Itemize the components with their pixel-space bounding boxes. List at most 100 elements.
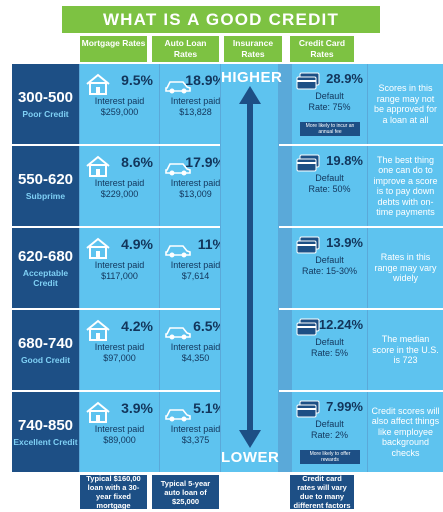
car-icon [165,406,191,427]
score-tier: 740-850 Excellent Credit [12,392,79,472]
score-tier: 620-680 Acceptable Credit [12,228,79,308]
credit-card-icon [296,318,320,341]
row-note-text: Scores in this range may not be approved… [373,83,438,125]
footer-auto-note: Typical 5-year auto loan of $25,000 [152,475,219,509]
double-arrow-icon [239,86,261,448]
auto-interest-amount: $7,614 [181,270,210,281]
default-rate-value: Rate: 15-30% [301,265,358,276]
auto-interest-amount: $13,009 [179,188,212,199]
credit-card-cell: 7.99% Default Rate: 2% More likely to of… [292,392,367,472]
credit-card-icon [296,154,320,177]
auto-interest: Interest paid $13,828 [160,96,231,117]
mortgage-rate: 8.6% [121,154,153,170]
score-range: 550-620 [17,171,74,188]
column-header-credit: Credit Card Rates [290,36,354,62]
credit-card-icon [296,72,320,95]
score-tier: 680-740 Good Credit [12,310,79,390]
mortgage-interest-label: Interest paid [94,424,145,434]
footer-credit-text: Credit card rates will vary due to many … [293,474,351,510]
auto-cell: 11% Interest paid $7,614 [160,228,231,308]
auto-cell: 18.9% Interest paid $13,828 [160,64,231,144]
credit-card-cell: 19.8% Default Rate: 50% [292,146,367,226]
default-label: Default [315,419,344,429]
car-icon [165,78,191,99]
mortgage-rate: 4.9% [121,236,153,252]
credit-card-badge: More likely to offer rewards [300,450,360,464]
auto-interest-label: Interest paid [170,178,221,188]
default-rate: Default Rate: 75% [292,91,367,112]
footer-auto-text: Typical 5-year auto loan of $25,000 [160,478,211,506]
column-header-insurance: Insurance Rates [224,36,282,62]
credit-card-cell: 12.24% Default Rate: 5% [292,310,367,390]
mortgage-interest-label: Interest paid [94,178,145,188]
default-rate: Default Rate: 5% [292,337,367,358]
mortgage-cell: 4.9% Interest paid $117,000 [80,228,159,308]
mortgage-rate: 4.2% [121,318,153,334]
auto-interest: Interest paid $4,350 [160,342,231,363]
auto-interest-amount: $3,375 [181,434,210,445]
mortgage-rate: 3.9% [121,400,153,416]
default-label: Default [315,91,344,101]
default-rate-value: Rate: 2% [310,429,349,440]
footer-credit-note: Credit card rates will vary due to many … [290,474,354,510]
mortgage-interest: Interest paid $229,000 [80,178,159,199]
mortgage-cell: 9.5% Interest paid $259,000 [80,64,159,144]
score-tier: 300-500 Poor Credit [12,64,79,144]
auto-interest-amount: $4,350 [181,352,210,363]
car-icon [165,324,191,345]
credit-card-rate: 28.9% [326,71,363,86]
auto-interest: Interest paid $3,375 [160,424,231,445]
auto-rate: 11% [197,236,225,252]
score-label: Acceptable Credit [22,268,69,288]
auto-interest-label: Interest paid [170,260,221,270]
credit-card-rate: 19.8% [326,153,363,168]
score-label: Good Credit [20,355,71,365]
auto-cell: 6.5% Interest paid $4,350 [160,310,231,390]
default-rate: Default Rate: 15-30% [292,255,367,276]
score-label: Excellent Credit [13,437,78,447]
credit-card-rate: 7.99% [326,399,363,414]
column-header-mortgage: Mortgage Rates [80,36,147,62]
credit-card-rate: 13.9% [326,235,363,250]
credit-card-cell: 13.9% Default Rate: 15-30% [292,228,367,308]
column-header-auto-label: Auto Loan Rates [164,38,207,59]
auto-interest: Interest paid $7,614 [160,260,231,281]
auto-interest-amount: $13,828 [179,106,212,117]
auto-rate: 6.5% [193,318,225,334]
column-header-insurance-label: Insurance Rates [232,38,274,59]
credit-card-icon [296,400,320,423]
insurance-lower-label: LOWER [221,449,280,466]
default-rate-value: Rate: 75% [308,101,351,112]
mortgage-interest: Interest paid $97,000 [80,342,159,363]
row-note: Credit scores will also affect things li… [368,392,443,472]
column-header-auto: Auto Loan Rates [152,36,219,62]
house-icon [85,401,111,428]
default-label: Default [315,337,344,347]
row-note: The median score in the U.S. is 723 [368,310,443,390]
row-note: The best thing one can do to improve a s… [368,146,443,226]
mortgage-interest-amount: $229,000 [100,188,139,199]
credit-card-badge: More likely to incur an annual fee [300,122,360,136]
score-range: 620-680 [17,248,74,265]
row-note: Rates in this range may vary widely [368,228,443,308]
mortgage-interest: Interest paid $117,000 [80,260,159,281]
auto-interest-label: Interest paid [170,342,221,352]
credit-card-cell: 28.9% Default Rate: 75% More likely to i… [292,64,367,144]
mortgage-cell: 3.9% Interest paid $89,000 [80,392,159,472]
auto-rate: 17.9% [185,154,225,170]
mortgage-interest-label: Interest paid [94,342,145,352]
house-icon [85,155,111,182]
mortgage-interest-amount: $89,000 [103,434,136,445]
car-icon [165,242,191,263]
default-label: Default [315,173,344,183]
credit-card-rate: 12.24% [318,317,363,332]
auto-interest-label: Interest paid [170,424,221,434]
auto-cell: 17.9% Interest paid $13,009 [160,146,231,226]
house-icon [85,73,111,100]
default-rate: Default Rate: 2% [292,419,367,440]
column-header-mortgage-label: Mortgage Rates [81,38,146,48]
mortgage-cell: 4.2% Interest paid $97,000 [80,310,159,390]
credit-card-icon [296,236,320,259]
insurance-scale: HIGHER LOWER [220,64,282,472]
column-header-credit-label: Credit Card Rates [298,38,346,59]
